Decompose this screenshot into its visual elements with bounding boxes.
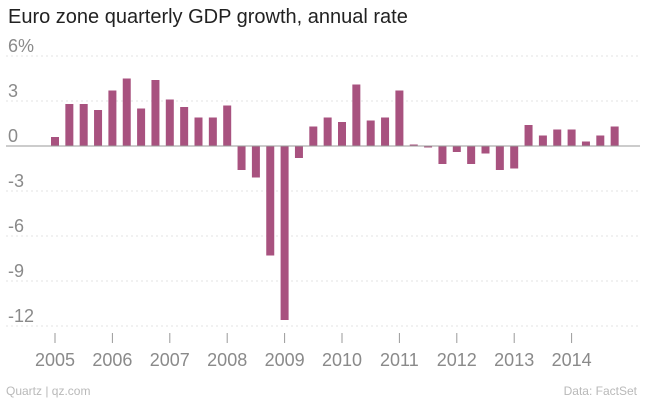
bar: 2005 Q1: 0.6 [51, 137, 59, 146]
bar: 2007 Q4: 1.9 [208, 117, 217, 146]
x-tick-label: 2010 [322, 350, 362, 370]
y-tick-label: -9 [8, 261, 24, 281]
bar: 2013 Q1: -1.5 [510, 146, 519, 169]
bar: 2012 Q3: -0.5 [481, 146, 490, 154]
bar: 2008 Q4: -7.3 [266, 146, 275, 256]
bar: 2009 Q3: 1.3 [309, 126, 318, 146]
bar: 2005 Q2: 2.8 [65, 104, 74, 146]
bar: 2014 Q2: 0.3 [581, 141, 590, 146]
bar: 2009 Q4: 1.9 [323, 117, 332, 146]
bar: 2008 Q3: -2.1 [251, 146, 260, 178]
bar: 2010 Q3: 1.7 [366, 120, 375, 146]
footer-credit: Quartz | qz.com [6, 384, 91, 398]
y-tick-label: 0 [8, 126, 18, 146]
bar: 2006 Q2: 4.5 [122, 78, 131, 146]
bar: 2007 Q1: 3.1 [165, 99, 174, 146]
bar: 2008 Q1: 2.7 [223, 105, 232, 146]
x-tick-label: 2008 [207, 350, 247, 370]
chart-title: Euro zone quarterly GDP growth, annual r… [8, 6, 408, 28]
x-tick-label: 2013 [494, 350, 534, 370]
bar: 2013 Q3: 0.7 [538, 135, 547, 146]
x-tick-label: 2014 [552, 350, 592, 370]
bar: 2010 Q2: 4.1 [352, 84, 361, 146]
bar: 2014 Q1: 1.1 [567, 129, 576, 146]
y-tick-label: -12 [8, 306, 34, 326]
bar: 2011 Q3: -0.1 [424, 146, 433, 148]
bar: 2012 Q1: -0.4 [452, 146, 461, 152]
bar: 2011 Q1: 3.7 [395, 90, 404, 146]
x-tick-label: 2011 [380, 350, 419, 370]
x-tick-label: 2009 [265, 350, 305, 370]
footer-source: Data: FactSet [563, 384, 637, 398]
bar: 2009 Q1: -11.6 [280, 146, 289, 320]
bar: 2011 Q2: 0.1 [409, 144, 418, 146]
y-tick-label: -3 [8, 171, 24, 191]
x-tick-label: 2007 [150, 350, 190, 370]
bar: 2009 Q2: -0.8 [294, 146, 303, 158]
bar: 2006 Q1: 3.7 [108, 90, 117, 146]
bar: 2007 Q3: 1.9 [194, 117, 203, 146]
bar: 2013 Q4: 1.1 [553, 129, 562, 146]
bar: 2011 Q4: -1.2 [438, 146, 447, 164]
y-tick-label: 3 [8, 81, 18, 101]
bar: 2005 Q4: 2.4 [94, 110, 103, 146]
bar: 2012 Q2: -1.2 [467, 146, 476, 164]
x-tick-label: 2006 [92, 350, 132, 370]
bar: 2013 Q2: 1.4 [524, 125, 533, 146]
bar: 2012 Q4: -1.6 [495, 146, 504, 170]
bar: 2014 Q4: 1.3 [610, 126, 619, 146]
bar: 2005 Q3: 2.8 [79, 104, 88, 146]
x-tick-label: 2012 [437, 350, 477, 370]
y-tick-label: -6 [8, 216, 24, 236]
y-tick-label: 6% [8, 36, 34, 56]
bar: 2007 Q2: 2.6 [180, 107, 189, 146]
bar: 2006 Q3: 2.5 [137, 108, 146, 146]
gridlines [6, 55, 640, 327]
bar: 2006 Q4: 4.4 [151, 80, 160, 146]
y-axis-ticks: 6% 3 0 -3 -6 -9 -12 [8, 36, 34, 326]
x-tick-label: 2005 [35, 350, 75, 370]
bar: 2014 Q3: 0.7 [596, 135, 605, 146]
bar: 2010 Q4: 1.9 [381, 117, 390, 146]
bar: 2010 Q1: 1.6 [338, 122, 346, 146]
x-axis-ticks: 2005 2006 2007 2008 2009 2010 2011 2012 2013 2014 [35, 333, 592, 370]
bars: 2005 Q1: 0.6 2005 Q2: 2.8 2005 Q3: 2.8 2005… [51, 78, 619, 320]
bar: 2008 Q2: -1.6 [237, 146, 246, 170]
